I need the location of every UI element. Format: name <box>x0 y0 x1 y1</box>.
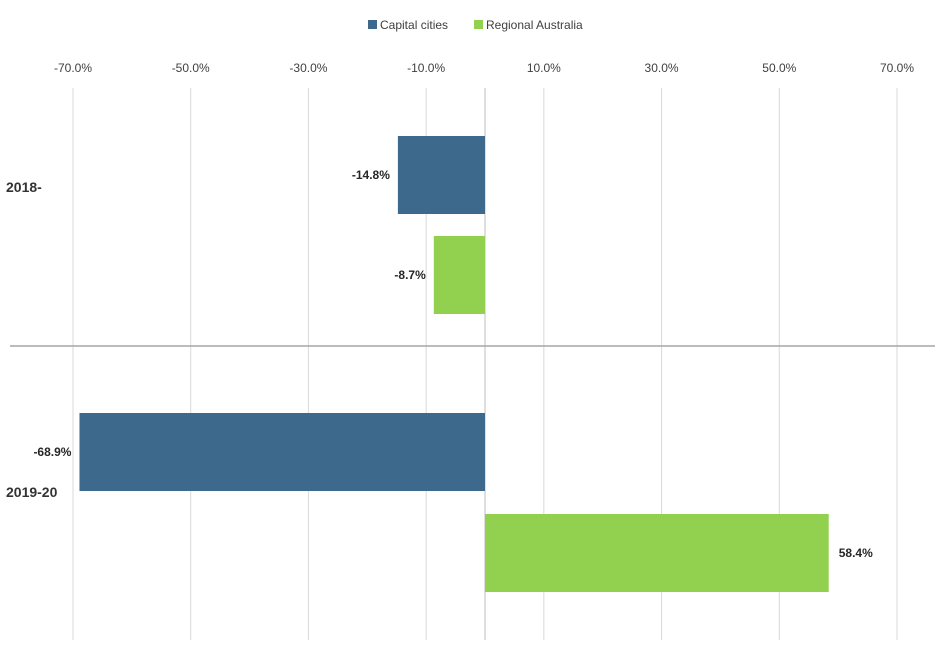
x-tick-label: 10.0% <box>527 61 561 75</box>
bar-capital-cities-1 <box>79 413 485 491</box>
x-tick-label: -30.0% <box>289 61 327 75</box>
data-label: -8.7% <box>394 268 426 282</box>
x-tick-label: 70.0% <box>880 61 914 75</box>
bar-capital-cities-0 <box>397 136 485 214</box>
x-tick-label: 30.0% <box>645 61 679 75</box>
data-label: -14.8% <box>352 168 390 182</box>
legend-label-capital-cities: Capital cities <box>380 18 448 32</box>
x-tick-label: -10.0% <box>407 61 445 75</box>
bars <box>79 136 829 592</box>
bar-regional-australia-0 <box>433 236 485 314</box>
legend-label-regional-australia: Regional Australia <box>486 18 583 32</box>
legend: Capital cities Regional Australia <box>368 18 583 32</box>
x-tick-label: -50.0% <box>172 61 210 75</box>
bar-regional-australia-1 <box>485 514 829 592</box>
x-axis-tick-labels: -70.0% -50.0% -30.0% -10.0% 10.0% 30.0% 50.0% 7… <box>54 61 914 75</box>
legend-swatch-capital-cities <box>368 20 377 29</box>
x-tick-label: -70.0% <box>54 61 92 75</box>
category-label-2018: 2018- <box>6 179 42 195</box>
data-labels: -14.8% -68.9% -8.7% 58.4% <box>33 168 873 560</box>
data-label: 58.4% <box>839 546 873 560</box>
legend-swatch-regional-australia <box>474 20 483 29</box>
data-label: -68.9% <box>33 445 71 459</box>
x-tick-label: 50.0% <box>762 61 796 75</box>
category-label-2019-20: 2019-20 <box>6 484 58 500</box>
